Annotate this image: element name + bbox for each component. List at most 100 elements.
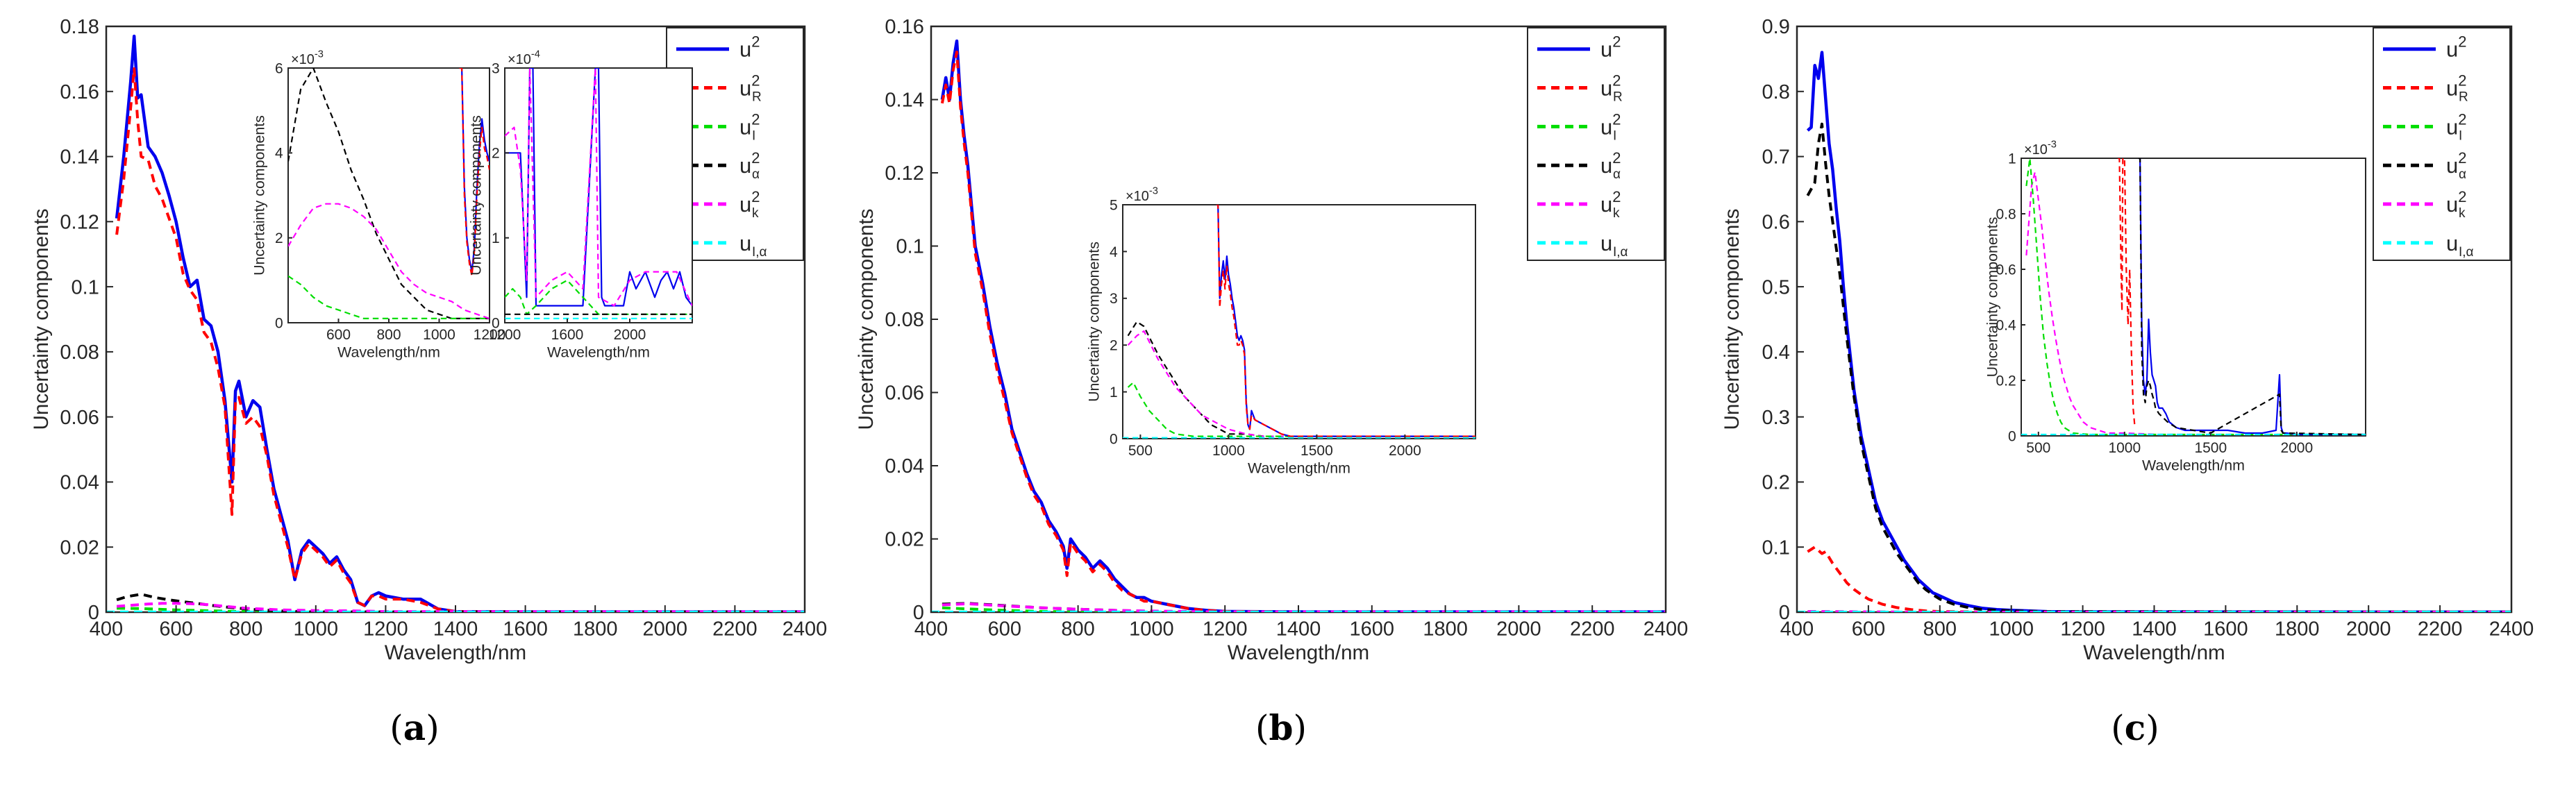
panel-a-y-tick-label-4: 0.08 (60, 341, 99, 364)
panel-b-inset-0-x-tick-label-0: 500 (1128, 443, 1153, 459)
panel-b-legend-sup-0: 2 (1612, 33, 1621, 51)
panel-a-series-line-1 (115, 67, 805, 612)
panel-c-y-axis-label: Uncertainty components (1721, 209, 1743, 430)
panel-c-x-tick-label-4: 1200 (2060, 618, 2105, 640)
panel-a-legend-entry-1: u2 R (739, 72, 762, 105)
panel-b-label-letter: b (1269, 707, 1294, 748)
panel-b-x-tick-label-4: 1200 (1203, 618, 1248, 640)
panel-b-x-tick-label-2: 800 (1061, 618, 1094, 640)
panel-b-inset-0-x-tick-label-2: 1500 (1300, 443, 1333, 459)
panel-c-x-tick-label-6: 1600 (2203, 618, 2248, 640)
panel-c-legend-base-2: u (2446, 115, 2458, 139)
panel-b-inset-0-y-tick-label-3: 3 (1110, 291, 1118, 307)
panel-c-legend-entry-5: uI,α (2446, 231, 2474, 260)
panel-a-legend-entry-0: u2 (739, 33, 760, 62)
panel-b-y-tick-label-4: 0.08 (885, 309, 923, 331)
panel-c-series-line-1 (1807, 546, 2511, 612)
panel-c-inset-0-y-tick-label-3: 0.6 (1996, 262, 2016, 278)
panel-b-label-close: ) (1293, 708, 1307, 748)
panel-a-legend-sub-4: k (752, 206, 759, 221)
panel-c-inset-0-series-line-3 (2138, 158, 2366, 436)
panel-a-x-tick-label-3: 1000 (294, 618, 339, 640)
panel-b-legend-sub-3: α (1613, 167, 1621, 182)
panel-c-legend-base-4: u (2446, 192, 2458, 217)
panel-b-inset-0-y-tick-label-4: 4 (1110, 244, 1118, 260)
panel-b-inset-0-scale-base: ×10 (1126, 189, 1149, 204)
panel-b-legend-sup-3: 2 (1612, 149, 1621, 167)
panel-c-y-tick-label-2: 0.2 (1762, 472, 1790, 494)
panel-c-legend-sub-5: I,α (2459, 245, 2474, 260)
panel-b-x-tick-label-10: 2400 (1644, 618, 1689, 640)
panel-b-legend-sup-2: 2 (1612, 110, 1621, 128)
panel-c-inset-0-series-group (2021, 158, 2366, 436)
panel-c-label-close: ) (2146, 708, 2159, 748)
panel-c-inset-0-y-tick-label-1: 0.2 (1996, 373, 2016, 389)
panel-a-legend-entry-3: u2 α (739, 149, 760, 182)
panel-c-series-line-3 (1806, 122, 2511, 612)
panel-b-inset-0-y-tick-label-0: 0 (1110, 431, 1118, 447)
panel-b-y-tick-label-5: 0.1 (896, 236, 924, 258)
panel-a-inset-1: 1200 1600 2000 0 1 2 3 Wavelength/nm Uncertainty… (467, 49, 693, 360)
panel-a-legend-sup-2: 2 (751, 110, 760, 128)
panel-b-y-tick-label-0: 0 (913, 602, 924, 624)
panel-b-label: (b) (1255, 707, 1307, 748)
panel-b-inset-0-scale-exponent: ×10-3 (1126, 186, 1158, 204)
panel-c-x-axis-label: Wavelength/nm (2083, 641, 2225, 664)
panel-c-legend-base-3: u (2446, 153, 2458, 178)
panel-a-y-tick-label-3: 0.06 (60, 407, 99, 429)
panel-c-inset-0-y-tick-label-5: 1 (2008, 151, 2016, 167)
panel-a-inset-0-series-group (288, 68, 490, 319)
panel-a-legend-base-0: u (739, 37, 751, 62)
panel-a-inset-1-scale-power: -4 (531, 49, 540, 60)
panel-a-legend-sup-3: 2 (751, 149, 760, 167)
panel-a-legend-base-2: u (739, 115, 751, 139)
panel-c-y-tick-label-6: 0.6 (1762, 211, 1790, 233)
panel-b-legend-base-5: u (1600, 231, 1612, 255)
panel-a: 400 600 800 1000 1200 1400 1600 1800 2000 2200 240… (30, 16, 827, 748)
panel-a-x-tick-label-4: 1200 (363, 618, 408, 640)
panel-c-y-tick-label-8: 0.8 (1762, 81, 1790, 103)
panel-a-inset-0-series-line-2 (288, 275, 490, 319)
panel-a-y-tick-label-1: 0.02 (60, 537, 99, 559)
panel-b-label-open: ( (1255, 708, 1269, 748)
panel-a-inset-0-x-tick-label-3: 1200 (474, 327, 506, 343)
panel-a-legend-sub-2: I (752, 128, 755, 143)
panel-b-legend-base-2: u (1600, 115, 1612, 139)
panel-c-y-tick-label-3: 0.3 (1762, 407, 1790, 429)
panel-b-x-tick-label-5: 1400 (1276, 618, 1321, 640)
panel-b-legend-base-1: u (1600, 76, 1612, 101)
panel-a-inset-0-series-line-1 (288, 203, 490, 319)
panel-b-inset-0-y-axis-label: Uncertainty components (1085, 242, 1102, 402)
panel-c-inset-0-y-tick-label-4: 0.8 (1996, 206, 2016, 222)
panel-b-legend-base-3: u (1600, 153, 1612, 178)
panel-c-inset-0-x-tick-label-2: 1500 (2194, 440, 2227, 456)
panel-b-inset-0-x-tick-label-3: 2000 (1389, 443, 1421, 459)
panel-b-legend-entry-4: u2 k (1600, 188, 1621, 221)
panel-b-inset-0-series-line-1 (1127, 330, 1475, 437)
panel-b-x-tick-label-8: 2000 (1496, 618, 1541, 640)
panel-a-legend-sup-1: 2 (751, 72, 760, 90)
panel-a-x-tick-label-2: 800 (229, 618, 262, 640)
panel-b-legend-sub-4: k (1613, 206, 1620, 221)
panel-c-legend-box (2373, 27, 2511, 261)
panel-a-x-tick-label-5: 1400 (433, 618, 478, 640)
panel-a-x-tick-label-7: 1800 (573, 618, 618, 640)
panel-c-legend-base-0: u (2446, 37, 2458, 62)
panel-b-inset-0-y-tick-label-5: 5 (1110, 197, 1118, 213)
panel-a-inset-0-x-tick-label-1: 800 (376, 327, 401, 343)
panel-b-inset-0-y-tick-label-2: 2 (1110, 338, 1118, 354)
panel-a-inset-1-x-tick-label-0: 1200 (489, 327, 521, 343)
panel-a-inset-1-scale-exponent: ×10-4 (508, 49, 540, 67)
panel-c-inset-0-series-line-2 (2117, 158, 2136, 428)
panel-c-y-tick-label-5: 0.5 (1762, 276, 1790, 298)
panel-a-x-axis-label: Wavelength/nm (385, 641, 526, 664)
panel-c-x-tick-label-7: 1800 (2275, 618, 2320, 640)
panel-c-label-open: ( (2111, 708, 2125, 748)
panel-b-inset-0-plot-area (1122, 204, 1476, 439)
panel-a-y-tick-label-5: 0.1 (72, 276, 99, 298)
panel-b-legend-base-4: u (1600, 192, 1612, 217)
panel-a-y-tick-label-9: 0.18 (60, 16, 99, 38)
panel-a-inset-1-y-tick-label-3: 3 (492, 60, 500, 76)
